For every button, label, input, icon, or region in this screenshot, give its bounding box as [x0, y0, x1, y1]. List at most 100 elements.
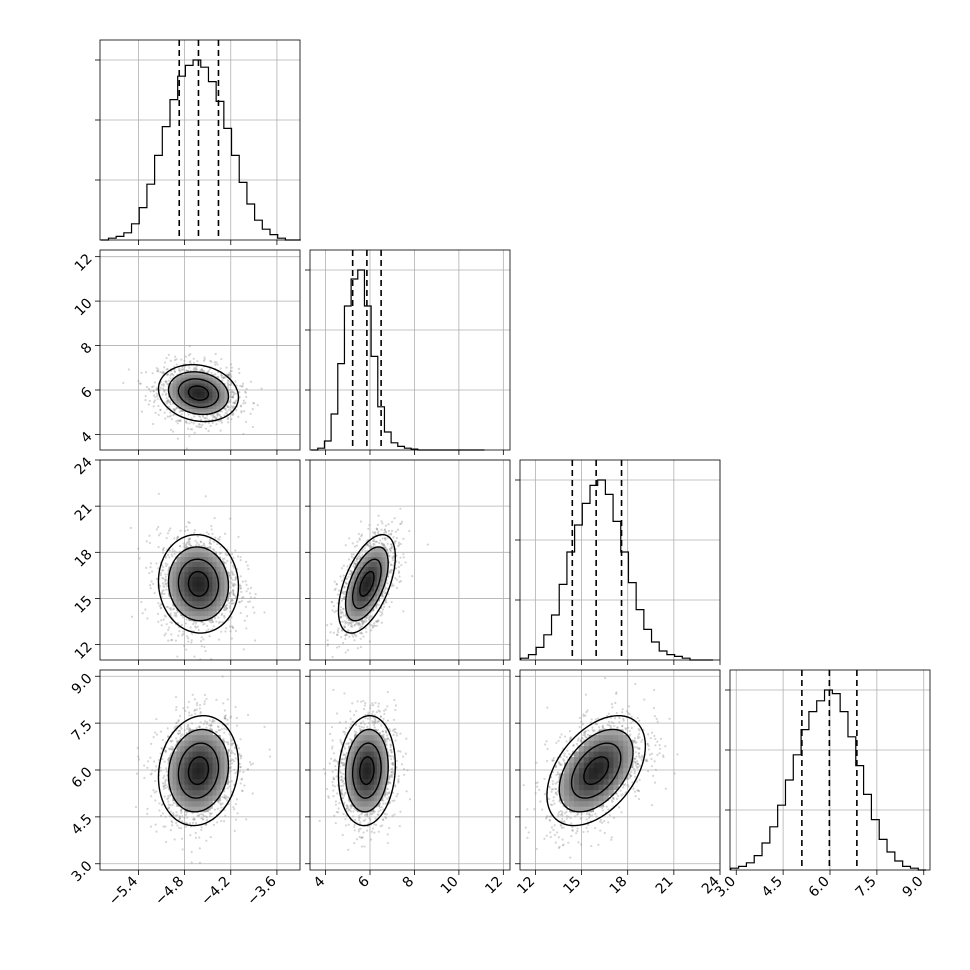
density-cell: [365, 561, 369, 567]
sample-point: [401, 520, 404, 523]
sample-point: [186, 529, 189, 532]
sample-point: [347, 558, 351, 561]
density-cell: [200, 397, 205, 401]
density-cell: [220, 400, 225, 404]
sample-point: [149, 756, 152, 759]
sample-point: [384, 530, 387, 533]
sample-point: [163, 361, 167, 364]
sample-point: [385, 531, 388, 534]
density-cell: [212, 581, 217, 587]
sample-point: [225, 740, 228, 744]
sample-point: [371, 625, 374, 628]
density-cell: [172, 566, 177, 572]
sample-point: [245, 560, 248, 563]
density-cell: [354, 601, 358, 607]
sample-point: [217, 638, 221, 641]
density-cell: [354, 606, 358, 612]
sample-point: [229, 517, 232, 520]
density-cell: [208, 576, 213, 582]
sample-point: [185, 525, 188, 528]
sample-point: [229, 586, 232, 589]
sample-point: [164, 380, 167, 383]
sample-point: [393, 517, 396, 520]
sample-point: [207, 532, 210, 536]
sample-point: [210, 528, 213, 531]
density-cell: [196, 394, 201, 398]
sample-point: [238, 371, 241, 375]
sample-point: [179, 419, 182, 422]
sample-point: [183, 359, 186, 362]
density-cell: [359, 586, 363, 592]
density-cell: [180, 377, 185, 381]
sample-point: [231, 598, 234, 602]
density-cell: [176, 377, 181, 381]
sample-point: [170, 639, 173, 642]
sample-point: [231, 742, 234, 745]
sample-point: [164, 573, 167, 576]
density-cell: [365, 551, 369, 558]
density-cell: [200, 561, 205, 567]
sample-point: [147, 387, 151, 390]
sample-point: [341, 620, 344, 623]
sample-point: [185, 420, 188, 423]
density-cell: [371, 586, 375, 592]
density-cell: [168, 571, 173, 577]
sample-point: [230, 602, 233, 605]
sample-point: [351, 625, 354, 628]
sample-point: [224, 630, 227, 633]
density-cell: [168, 581, 173, 587]
sample-point: [381, 543, 384, 547]
sample-point: [150, 580, 153, 583]
sample-point: [340, 567, 344, 570]
sample-point: [177, 634, 180, 637]
density-cell: [196, 566, 201, 572]
sample-point: [347, 629, 350, 632]
sample-point: [173, 537, 176, 540]
density-cell: [365, 596, 369, 602]
sample-point: [240, 411, 243, 414]
sample-point: [172, 374, 175, 377]
sample-point: [152, 422, 155, 426]
sample-point: [342, 607, 345, 611]
sample-point: [169, 607, 172, 610]
sample-point: [350, 553, 353, 556]
sample-point: [153, 381, 157, 384]
density-cell: [204, 591, 209, 597]
sample-point: [398, 561, 401, 564]
sample-point: [235, 575, 238, 579]
density-cell: [200, 391, 205, 395]
density-cell: [354, 610, 358, 617]
sample-point: [374, 533, 377, 536]
density-cell: [208, 383, 213, 387]
contour-line: [187, 385, 210, 401]
sample-point: [240, 599, 243, 603]
sample-point: [184, 622, 188, 625]
sample-point: [179, 409, 182, 413]
sample-point: [173, 549, 176, 553]
sample-point: [152, 582, 155, 585]
sample-point: [232, 573, 235, 576]
density-cell: [348, 601, 352, 607]
sample-point: [205, 417, 209, 420]
sample-point: [182, 367, 185, 371]
density-cell: [168, 394, 173, 398]
density-cell: [180, 386, 185, 390]
sample-point: [190, 722, 194, 725]
density-cell: [365, 566, 369, 572]
sample-point: [170, 428, 173, 431]
sample-point: [129, 526, 132, 530]
density-cell: [188, 610, 193, 617]
sample-point: [223, 414, 226, 417]
sample-point: [232, 585, 235, 588]
density-cell: [172, 571, 177, 577]
sample-point: [359, 625, 362, 628]
sample-point: [231, 602, 234, 605]
density-cell: [192, 408, 197, 412]
sample-point: [178, 369, 181, 372]
sample-point: [233, 401, 236, 405]
density-cell: [359, 561, 363, 567]
density-cell: [172, 380, 177, 384]
density-cell: [188, 571, 193, 577]
sample-point: [159, 585, 162, 588]
sample-point: [359, 623, 362, 626]
